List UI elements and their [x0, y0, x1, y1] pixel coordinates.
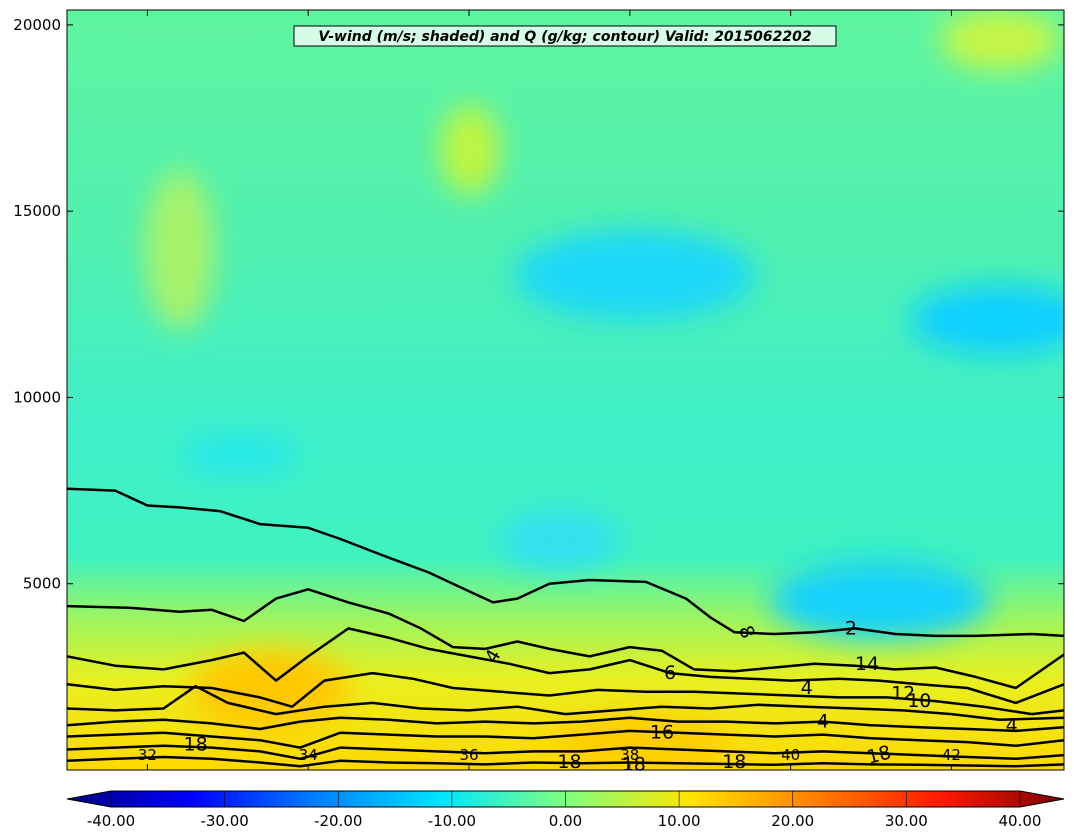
- contour-label-12-8: 12: [891, 683, 915, 705]
- colorbar-tick-label-20: 20.00: [771, 812, 814, 830]
- chart-title: V-wind (m/s; shaded) and Q (g/kg; contou…: [318, 29, 811, 45]
- negative-pocket-upper-center: [515, 230, 755, 320]
- field-background: [67, 10, 1064, 770]
- contour-label-10-7: 10: [907, 690, 931, 712]
- colorbar-tick-label--30: -30.00: [200, 812, 248, 830]
- negative-pocket-lower-right: [770, 560, 990, 640]
- contour-line-12: [67, 716, 1064, 733]
- y-tick-label-20000: 20000: [13, 16, 61, 34]
- contour-line-14: [67, 729, 1064, 749]
- contour-label-4-1: 4: [801, 677, 813, 699]
- plot-frame: [66, 9, 1065, 771]
- shaded-field: [67, 10, 1064, 770]
- contour-label-14-9: 14: [855, 653, 879, 675]
- x-tick-label-32: 32: [138, 746, 157, 764]
- contour-label-18-11: 18: [184, 734, 208, 756]
- contour-line-8: [67, 671, 1064, 716]
- x-tick-label-36: 36: [459, 746, 478, 764]
- positive-streak-upper: [440, 105, 500, 195]
- contour-label-2-0: 2: [845, 617, 857, 639]
- contour-label-16-10: 16: [650, 722, 674, 744]
- colorbar-tick-label--10: -10.00: [428, 812, 476, 830]
- contour-label-4-2: 4: [1006, 714, 1018, 736]
- contour-line-4: [67, 588, 1064, 690]
- y-tick-label-10000: 10000: [13, 388, 61, 406]
- x-tick-label-38: 38: [620, 746, 639, 764]
- colorbar-tick-label-10: 10.00: [658, 812, 701, 830]
- title-background: [293, 25, 837, 47]
- contour-line-2: [67, 487, 1064, 638]
- positive-core-lower-center: [550, 715, 730, 765]
- colorbar-tick-label--40: -40.00: [87, 812, 135, 830]
- contour-line-6: [67, 627, 1064, 705]
- colorbar-tick-label--20: -20.00: [314, 812, 362, 830]
- contour-line-16: [67, 744, 1064, 761]
- chart-title-box: V-wind (m/s; shaded) and Q (g/kg; contou…: [293, 25, 837, 47]
- x-axis: 32 34 36 38 40 42: [138, 10, 961, 770]
- positive-streak-left: [145, 170, 215, 330]
- y-tick-label-5000: 5000: [23, 575, 61, 593]
- x-tick-label-42: 42: [942, 746, 961, 764]
- colorbar-tick-label-30: 30.00: [885, 812, 928, 830]
- colorbar-ticks: -40.00 -30.00 -20.00 -10.00 0.00 10.00 20.00 30…: [87, 791, 1042, 830]
- x-tick-label-40: 40: [781, 746, 800, 764]
- negative-pocket-mid: [500, 510, 620, 570]
- contour-label-18-12: 18: [722, 751, 746, 773]
- x-tick-label-34: 34: [299, 746, 318, 764]
- positive-streak-top-right: [940, 10, 1060, 70]
- y-axis: 5000 10000 15000 20000: [13, 16, 1064, 593]
- negative-pocket-upper-right: [910, 285, 1064, 355]
- moisture-contours: [67, 487, 1064, 768]
- contour-label-4-3: 4: [817, 711, 829, 733]
- colorbar-tick-label-40: 40.00: [999, 812, 1042, 830]
- y-tick-label-15000: 15000: [13, 202, 61, 220]
- colorbar-tick-label-0: 0.00: [549, 812, 582, 830]
- contour-label-6-5: 6: [664, 662, 676, 684]
- contour-line-18: [67, 755, 1064, 768]
- negative-pocket-left: [180, 433, 300, 477]
- contour-line-10: [67, 684, 1064, 721]
- contour-label-18-13: 18: [557, 751, 581, 773]
